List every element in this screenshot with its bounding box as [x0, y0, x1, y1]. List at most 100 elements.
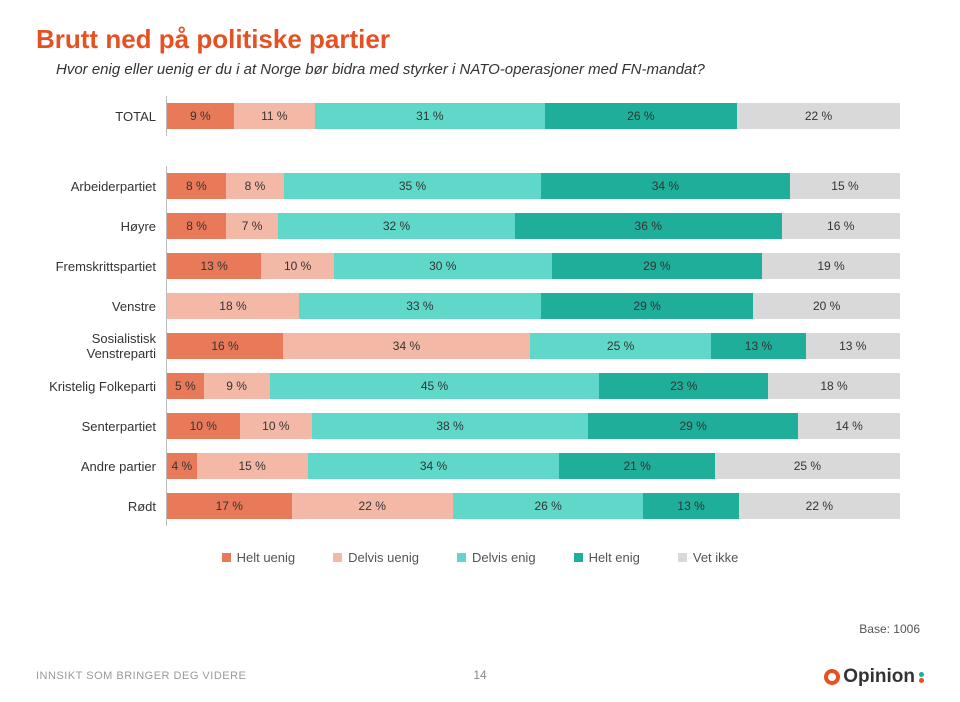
- bar-segment: 13 %: [711, 333, 805, 359]
- bar-segment: 34 %: [541, 173, 790, 199]
- row-label: Rødt: [36, 499, 166, 514]
- bar-segment: 8 %: [167, 213, 226, 239]
- legend-item: Helt uenig: [222, 550, 296, 565]
- legend-label: Helt uenig: [237, 550, 296, 565]
- bar-segment: 25 %: [530, 333, 711, 359]
- legend-item: Delvis enig: [457, 550, 536, 565]
- legend-swatch: [333, 553, 342, 562]
- bar-segment: 7 %: [226, 213, 278, 239]
- bar-segment: 38 %: [312, 413, 588, 439]
- opinion-logo: Opinion: [824, 666, 924, 688]
- row-label: Fremskrittspartiet: [36, 259, 166, 274]
- bar-segment: 32 %: [278, 213, 515, 239]
- bar-segment: 14 %: [798, 413, 900, 439]
- bar-wrap: 18 %33 %29 %20 %: [167, 293, 900, 319]
- legend-label: Helt enig: [589, 550, 640, 565]
- row-label: Kristelig Folkeparti: [36, 379, 166, 394]
- row-label: Senterpartiet: [36, 419, 166, 434]
- chart-row: Arbeiderpartiet8 %8 %35 %34 %15 %: [36, 166, 900, 206]
- bar-segment: 26 %: [453, 493, 644, 519]
- bar-segment: 26 %: [545, 103, 738, 129]
- legend-item: Delvis uenig: [333, 550, 419, 565]
- base-text: Base: 1006: [859, 622, 920, 636]
- bar-segment: 15 %: [197, 453, 308, 479]
- bar-segment: 33 %: [299, 293, 541, 319]
- bar-wrap: 17 %22 %26 %13 %22 %: [167, 493, 900, 519]
- legend-item: Helt enig: [574, 550, 640, 565]
- bar-segment: 34 %: [283, 333, 530, 359]
- bar-segment: 22 %: [292, 493, 453, 519]
- row-label: Andre partier: [36, 459, 166, 474]
- legend-swatch: [457, 553, 466, 562]
- bar-segment: 22 %: [737, 103, 900, 129]
- bar-segment: 19 %: [762, 253, 900, 279]
- page-number: 14: [473, 668, 486, 682]
- bar-segment: 29 %: [588, 413, 798, 439]
- logo-ring-icon: [824, 669, 840, 685]
- bar-segment: 20 %: [753, 293, 900, 319]
- row-label: TOTAL: [36, 109, 166, 124]
- legend-item: Vet ikke: [678, 550, 739, 565]
- bar-wrap: 8 %8 %35 %34 %15 %: [167, 173, 900, 199]
- bar-segment: 5 %: [167, 373, 204, 399]
- bar-segment: 8 %: [167, 173, 226, 199]
- bar-segment: 10 %: [261, 253, 334, 279]
- bar-segment: 13 %: [167, 253, 261, 279]
- legend-label: Delvis uenig: [348, 550, 419, 565]
- bar-segment: 22 %: [739, 493, 900, 519]
- bar-segment: 21 %: [559, 453, 714, 479]
- bar-segment: 18 %: [768, 373, 900, 399]
- chart-row: Høyre8 %7 %32 %36 %16 %: [36, 206, 900, 246]
- bar-segment: 9 %: [167, 103, 234, 129]
- bar-segment: 15 %: [790, 173, 900, 199]
- page-subtitle: Hvor enig eller uenig er du i at Norge b…: [0, 61, 960, 96]
- bar-segment: 23 %: [599, 373, 768, 399]
- bar-segment: 25 %: [715, 453, 900, 479]
- logo-text: Opinion: [843, 666, 915, 688]
- stacked-bar-chart: TOTAL9 %11 %31 %26 %22 %Arbeiderpartiet8…: [36, 96, 900, 526]
- logo-dots-icon: [919, 672, 924, 683]
- chart-row: Rødt17 %22 %26 %13 %22 %: [36, 486, 900, 526]
- bar-wrap: 10 %10 %38 %29 %14 %: [167, 413, 900, 439]
- bar-segment: 4 %: [167, 453, 197, 479]
- bar-segment: 13 %: [806, 333, 900, 359]
- bar-segment: 45 %: [270, 373, 600, 399]
- bar-segment: 16 %: [782, 213, 900, 239]
- row-label: Arbeiderpartiet: [36, 179, 166, 194]
- chart-row: Senterpartiet10 %10 %38 %29 %14 %: [36, 406, 900, 446]
- bar-segment: 29 %: [541, 293, 754, 319]
- legend-label: Vet ikke: [693, 550, 739, 565]
- chart-legend: Helt uenig Delvis uenig Delvis enig Helt en…: [0, 550, 960, 565]
- row-label: Venstre: [36, 299, 166, 314]
- bar-segment: 17 %: [167, 493, 292, 519]
- chart-row: Venstre18 %33 %29 %20 %: [36, 286, 900, 326]
- bar-segment: 18 %: [167, 293, 299, 319]
- chart-row: Fremskrittspartiet13 %10 %30 %29 %19 %: [36, 246, 900, 286]
- chart-row: Sosialistisk Venstreparti16 %34 %25 %13 …: [36, 326, 900, 366]
- bar-segment: 11 %: [234, 103, 315, 129]
- legend-swatch: [574, 553, 583, 562]
- bar-wrap: 9 %11 %31 %26 %22 %: [167, 103, 900, 129]
- bar-wrap: 4 %15 %34 %21 %25 %: [167, 453, 900, 479]
- bar-segment: 10 %: [240, 413, 313, 439]
- bar-segment: 35 %: [284, 173, 541, 199]
- row-label: Sosialistisk Venstreparti: [36, 331, 166, 361]
- bar-wrap: 13 %10 %30 %29 %19 %: [167, 253, 900, 279]
- row-label: Høyre: [36, 219, 166, 234]
- chart-row: Andre partier4 %15 %34 %21 %25 %: [36, 446, 900, 486]
- page-title: Brutt ned på politiske partier: [0, 0, 960, 61]
- bar-segment: 13 %: [643, 493, 738, 519]
- legend-swatch: [222, 553, 231, 562]
- bar-segment: 9 %: [204, 373, 270, 399]
- bar-wrap: 16 %34 %25 %13 %13 %: [167, 333, 900, 359]
- bar-segment: 30 %: [334, 253, 552, 279]
- bar-wrap: 5 %9 %45 %23 %18 %: [167, 373, 900, 399]
- bar-segment: 34 %: [308, 453, 560, 479]
- chart-row: Kristelig Folkeparti5 %9 %45 %23 %18 %: [36, 366, 900, 406]
- footer-tagline: INNSIKT SOM BRINGER DEG VIDERE: [36, 670, 246, 682]
- chart-row: TOTAL9 %11 %31 %26 %22 %: [36, 96, 900, 136]
- legend-label: Delvis enig: [472, 550, 536, 565]
- bar-wrap: 8 %7 %32 %36 %16 %: [167, 213, 900, 239]
- bar-segment: 16 %: [167, 333, 283, 359]
- bar-segment: 36 %: [515, 213, 782, 239]
